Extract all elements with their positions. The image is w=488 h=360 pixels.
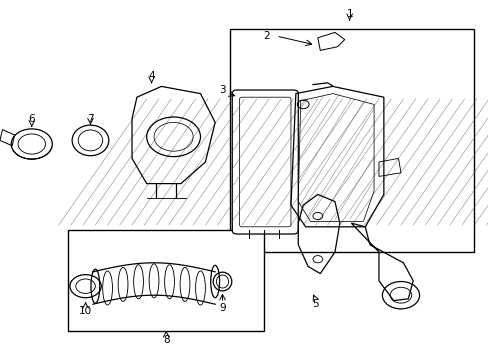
FancyBboxPatch shape xyxy=(239,97,290,227)
Text: 2: 2 xyxy=(263,31,269,41)
Text: 9: 9 xyxy=(219,303,225,313)
Text: 7: 7 xyxy=(87,114,94,124)
Text: 4: 4 xyxy=(148,71,155,81)
Bar xyxy=(229,29,473,252)
Text: 1: 1 xyxy=(346,9,352,19)
Bar xyxy=(68,230,264,331)
Text: 6: 6 xyxy=(28,114,35,124)
Text: 3: 3 xyxy=(219,85,225,95)
Text: 8: 8 xyxy=(163,335,169,345)
FancyBboxPatch shape xyxy=(232,90,298,234)
Text: 10: 10 xyxy=(79,306,92,316)
Text: 5: 5 xyxy=(311,299,318,309)
